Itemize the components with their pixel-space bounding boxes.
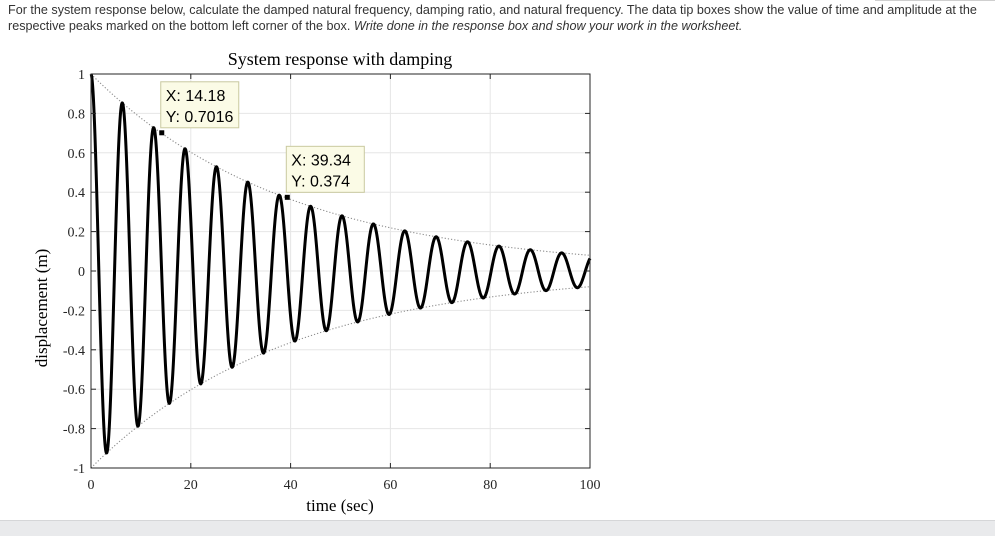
response-chart: 0 20 40 60 80 100 1 0.8 0.6 0.4 0.2 0 -0.2 -0.4 -0.6 -0… xyxy=(32,49,601,515)
chart-title: System response with damping xyxy=(228,49,452,69)
y-tick-label: 0.2 xyxy=(68,226,86,241)
data-tip-y: Y: 0.374 xyxy=(291,173,350,190)
x-tick-label: 100 xyxy=(580,478,601,493)
x-tick-label: 40 xyxy=(284,478,298,493)
y-tick-label: -0.2 xyxy=(63,304,85,319)
top-divider xyxy=(875,0,995,1)
tick-labels: 0 20 40 60 80 100 1 0.8 0.6 0.4 0.2 0 -0.2 -0.4 -0.6 -0… xyxy=(63,68,601,493)
y-tick-label: -0.4 xyxy=(63,344,85,359)
question-text: For the system response below, calculate… xyxy=(8,3,977,33)
x-tick-label: 0 xyxy=(88,478,95,493)
response-line xyxy=(89,72,592,455)
y-tick-label: 1 xyxy=(78,68,85,83)
x-tick-label: 20 xyxy=(184,478,198,493)
data-tip-marker xyxy=(284,194,290,200)
y-axis-label: displacement (m) xyxy=(32,249,51,368)
y-tick-label: 0.4 xyxy=(68,186,86,201)
question-instruction: Write done in the response box and show … xyxy=(353,19,743,33)
y-tick-label: 0.8 xyxy=(68,107,86,122)
x-axis-label: time (sec) xyxy=(306,496,374,515)
data-tip-y: Y: 0.7016 xyxy=(166,109,234,126)
y-tick-label: -0.8 xyxy=(63,423,85,438)
question-prompt: For the system response below, calculate… xyxy=(8,2,993,34)
data-tip-marker xyxy=(159,130,165,136)
data-tip-x: X: 14.18 xyxy=(166,88,226,105)
data-tip-box xyxy=(285,145,365,193)
data-tip-2: X: 39.34 Y: 0.374 xyxy=(284,145,365,200)
data-tips: X: 14.18 Y: 0.7016 X: 39.34 Y: 0.374 xyxy=(159,81,365,200)
y-tick-label: 0 xyxy=(78,265,85,280)
y-tick-label: -1 xyxy=(73,462,85,477)
response-curve xyxy=(89,72,592,455)
x-tick-label: 80 xyxy=(483,478,497,493)
grid xyxy=(90,73,591,469)
y-tick-label: 0.6 xyxy=(68,147,86,162)
data-tip-box xyxy=(160,81,240,129)
figure: 0 20 40 60 80 100 1 0.8 0.6 0.4 0.2 0 -0.2 -0.4 -0.6 -0… xyxy=(0,38,620,525)
page-footer-bar xyxy=(0,520,995,536)
y-tick-label: -0.6 xyxy=(63,383,85,398)
x-tick-label: 60 xyxy=(383,478,397,493)
data-tip-1: X: 14.18 Y: 0.7016 xyxy=(159,81,240,136)
axes xyxy=(90,73,591,469)
data-tip-x: X: 39.34 xyxy=(291,152,351,169)
